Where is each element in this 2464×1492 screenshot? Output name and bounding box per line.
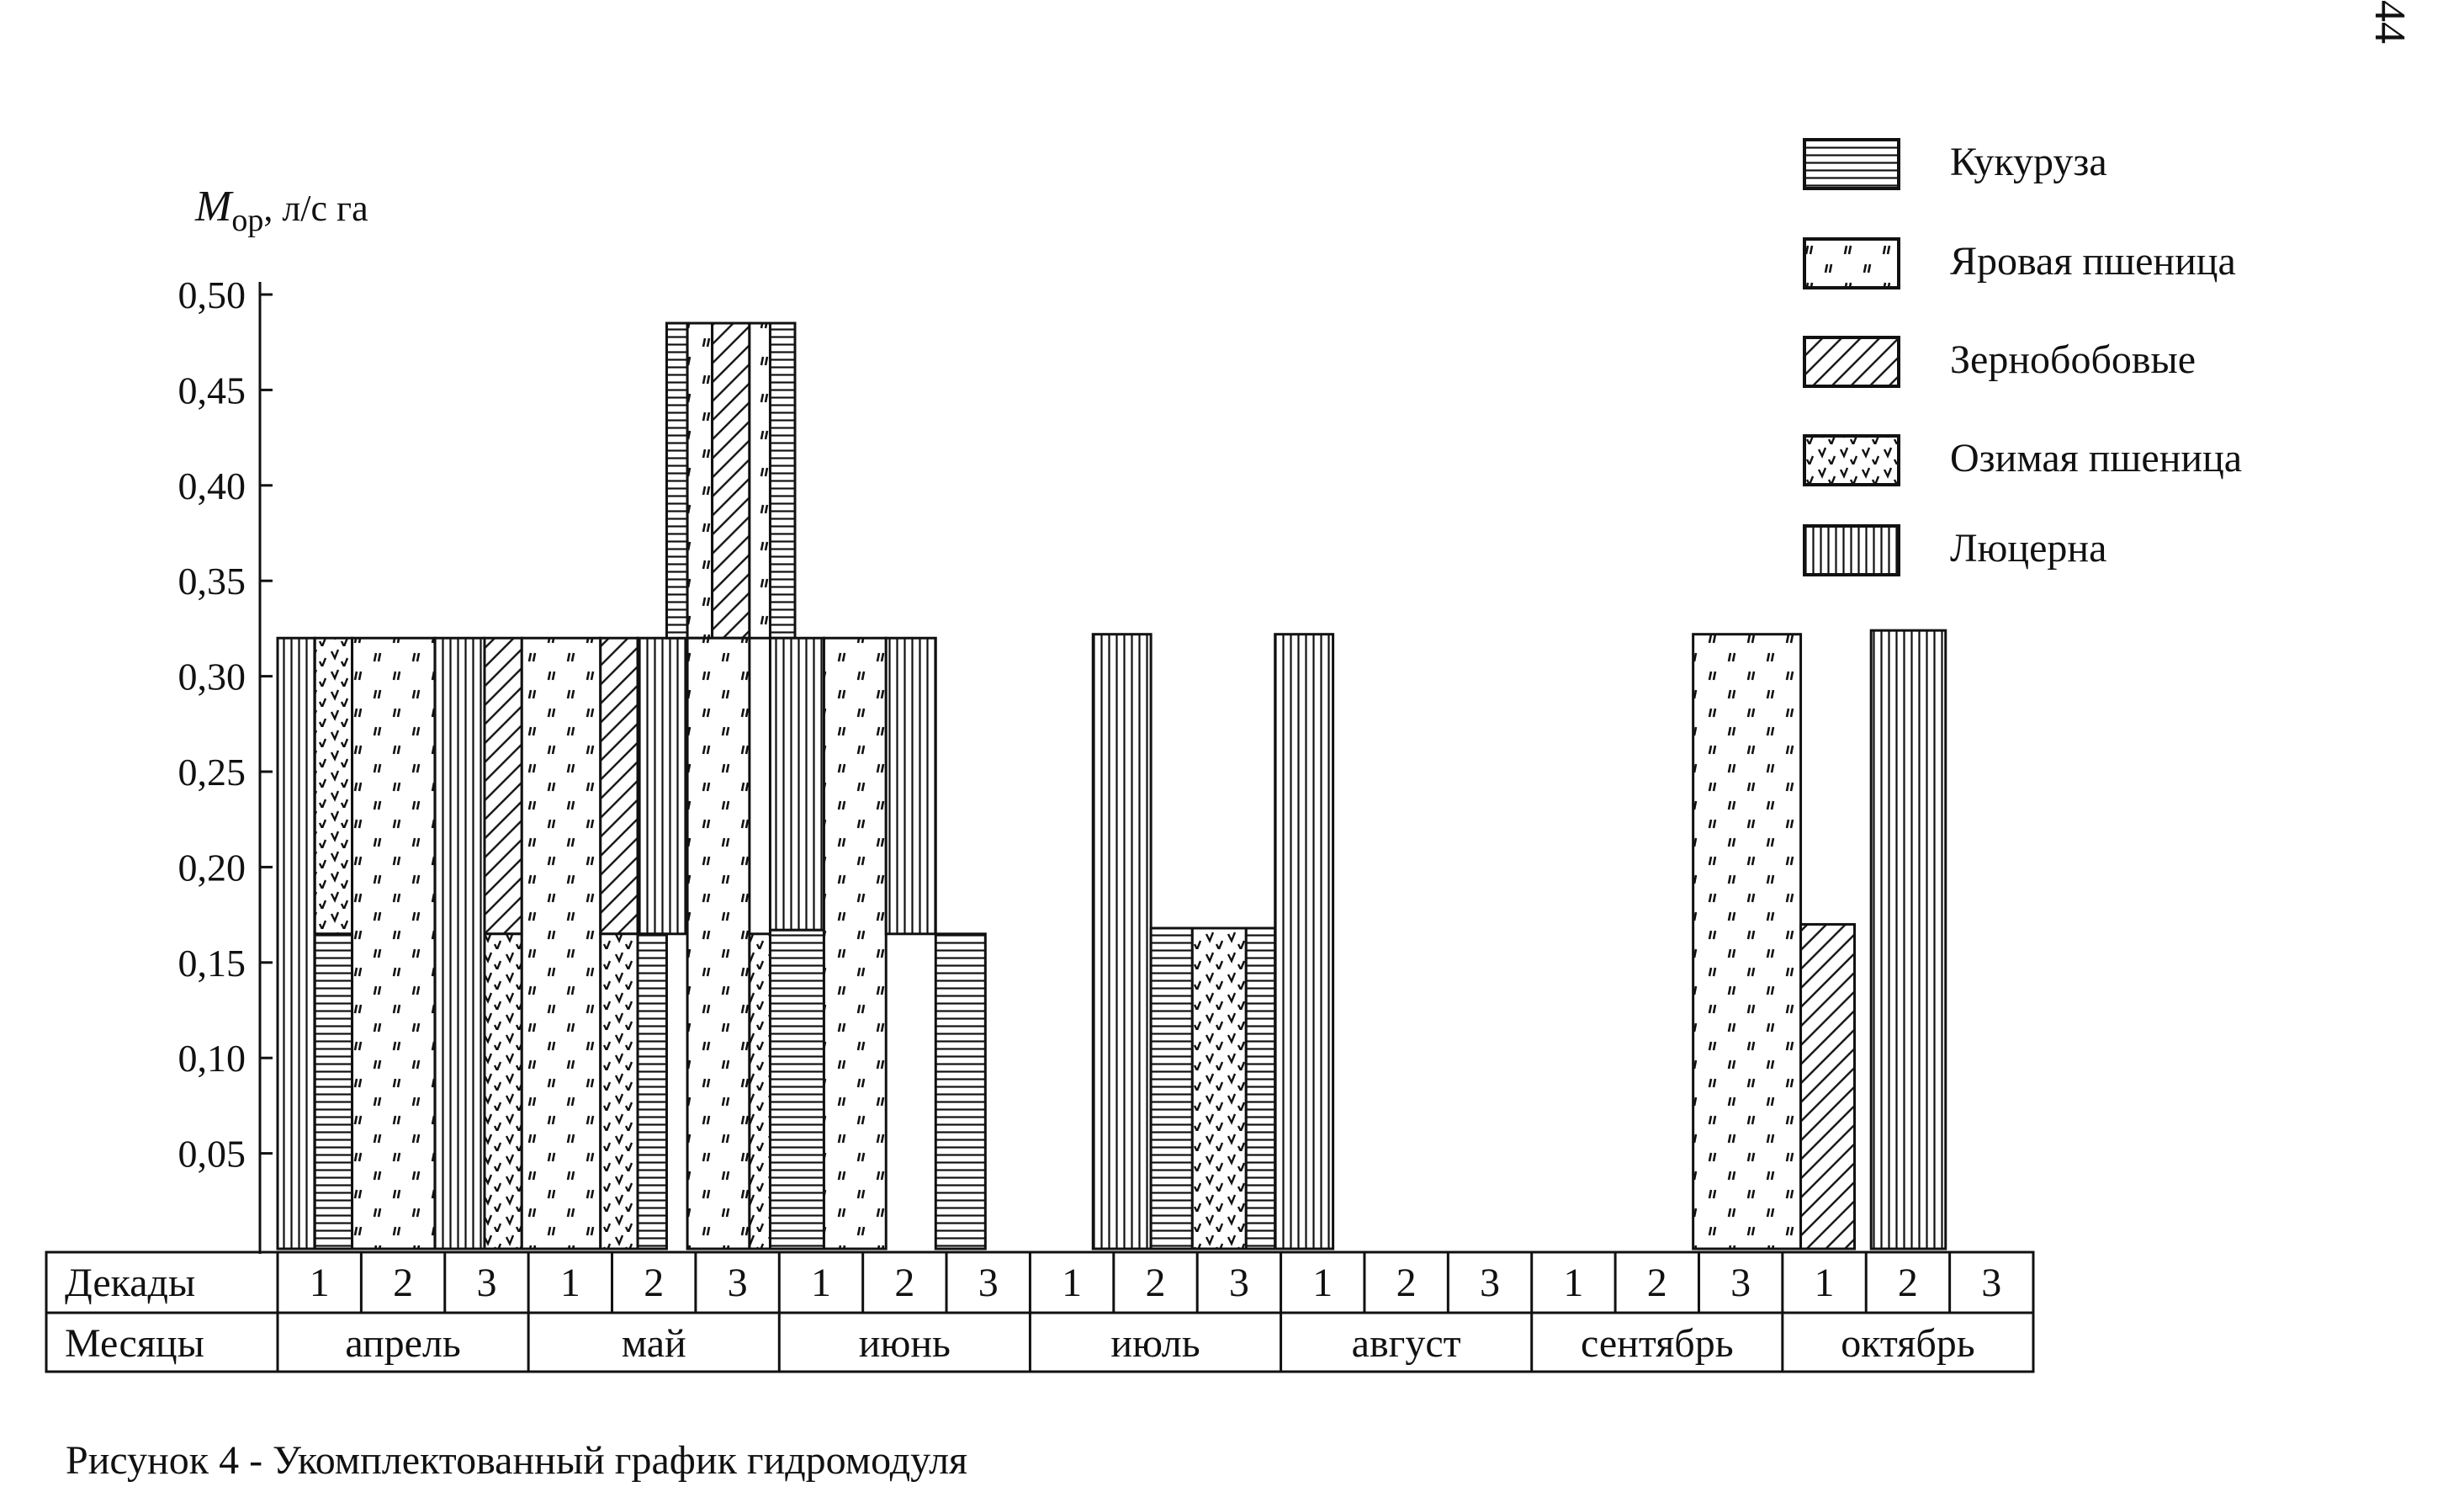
decade-label: 3 [978, 1261, 999, 1305]
bar-vertical-lines [1091, 633, 1153, 1250]
decade-label: 1 [1563, 1261, 1583, 1305]
bar-vertical-lines [636, 636, 689, 936]
decade-label: 2 [894, 1261, 914, 1305]
bar-vertical-lines [276, 636, 316, 1250]
figure-caption: Рисунок 4 - Укомплектованный график гидр… [66, 1438, 968, 1483]
bar-diagonal-lines [483, 636, 523, 936]
bar-horizontal-lines [1149, 927, 1194, 1250]
bar-diagonal-lines [599, 636, 639, 936]
bar-vertical-lines [1274, 633, 1335, 1250]
hydromodule-chart: 0,05 0,10 0,15 0,20 0,25 0,30 0,35 0,40 0,45 0,50… [45, 138, 2242, 1373]
bar-dashes [748, 321, 771, 640]
y-tick-label: 0,35 [178, 560, 246, 603]
bar-dashes [822, 636, 888, 1250]
y-tick-label: 0,30 [178, 656, 246, 698]
bar-dashes [686, 321, 714, 640]
decade-label: 3 [476, 1261, 496, 1305]
bar-dashes [520, 636, 602, 1250]
bar-vertical-lines [433, 636, 486, 1250]
legend-label: Озимая пшеница [1950, 436, 2242, 481]
legend-label: Зернобобовые [1950, 337, 2196, 382]
decade-label: 2 [393, 1261, 413, 1305]
y-tick-label: 0,15 [178, 942, 246, 985]
bar-dashes [686, 636, 751, 1250]
decade-label: 3 [1480, 1261, 1500, 1305]
decade-label: 1 [560, 1261, 580, 1305]
legend-label: Люцерна [1950, 526, 2106, 571]
bar-horizontal-lines [665, 321, 689, 640]
decade-label: 2 [1898, 1261, 1918, 1305]
month-label: апрель [345, 1321, 461, 1366]
month-label: июль [1110, 1321, 1200, 1366]
bar-checkmarks [1190, 927, 1248, 1250]
y-axis-label: Mор, л/с га [194, 183, 368, 238]
bar-horizontal-lines [768, 321, 797, 640]
month-label: октябрь [1841, 1321, 1974, 1366]
decade-label: 1 [310, 1261, 330, 1305]
bar-vertical-lines [768, 636, 825, 932]
bar-checkmarks [748, 932, 771, 1250]
decade-label: 1 [1312, 1261, 1333, 1305]
bars-group [276, 321, 1947, 1250]
legend-swatch-diagonal-lines [1803, 336, 1900, 388]
legend-swatch-checkmarks [1803, 434, 1900, 486]
decade-label: 2 [1647, 1261, 1667, 1305]
bar-checkmarks [313, 636, 354, 936]
decade-month-table: Декады Месяцы апрель 1 2 3 май 1 2 3 июнь 1 2 3 июль 1 2… [45, 1250, 2035, 1373]
decade-label: 3 [1981, 1261, 2001, 1305]
legend-swatch-horizontal-lines [1803, 138, 1900, 190]
bar-horizontal-lines [313, 932, 354, 1250]
y-tick-label: 0,20 [178, 846, 246, 889]
month-label: май [622, 1321, 686, 1366]
bar-horizontal-lines [636, 932, 668, 1250]
legend: Кукуруза Яровая пшеница Зернобобовые Озимая… [1803, 138, 2242, 576]
bar-diagonal-lines [1799, 922, 1857, 1250]
bar-vertical-lines [884, 636, 937, 936]
decade-label: 3 [1229, 1261, 1249, 1305]
decade-label: 2 [1146, 1261, 1166, 1305]
bar-horizontal-lines [934, 932, 987, 1250]
y-tick-label: 0,05 [178, 1133, 246, 1176]
bar-horizontal-lines [768, 928, 825, 1250]
bar-checkmarks [599, 932, 639, 1250]
month-label: август [1352, 1321, 1461, 1366]
row-label-months: Месяцы [65, 1321, 204, 1366]
decade-label: 1 [1062, 1261, 1082, 1305]
decade-label: 2 [644, 1261, 664, 1305]
bar-checkmarks [483, 932, 523, 1250]
decade-label: 1 [1815, 1261, 1835, 1305]
bar-horizontal-lines [1244, 927, 1277, 1250]
row-label-decades: Декады [65, 1261, 195, 1305]
y-tick-label: 0,50 [178, 273, 246, 316]
legend-swatch-vertical-lines [1803, 524, 1900, 576]
decade-label: 2 [1396, 1261, 1417, 1305]
bar-dashes [351, 636, 437, 1250]
legend-swatch-dashes [1803, 237, 1900, 289]
bar-diagonal-lines [711, 321, 751, 640]
legend-label: Кукуруза [1950, 140, 2107, 184]
decade-label: 3 [728, 1261, 748, 1305]
y-axis: 0,05 0,10 0,15 0,20 0,25 0,30 0,35 0,40 0,45 0,50 [178, 273, 273, 1254]
y-tick-label: 0,40 [178, 465, 246, 507]
y-tick-label: 0,25 [178, 751, 246, 794]
decade-label: 3 [1730, 1261, 1751, 1305]
bar-dashes [1692, 633, 1803, 1250]
decade-label: 1 [811, 1261, 831, 1305]
legend-label: Яровая пшеница [1950, 239, 2236, 284]
month-label: сентябрь [1581, 1321, 1734, 1366]
y-tick-label: 0,45 [178, 369, 246, 411]
y-tick-label: 0,10 [178, 1037, 246, 1080]
bar-vertical-lines [1869, 629, 1947, 1250]
month-label: июнь [859, 1321, 951, 1366]
